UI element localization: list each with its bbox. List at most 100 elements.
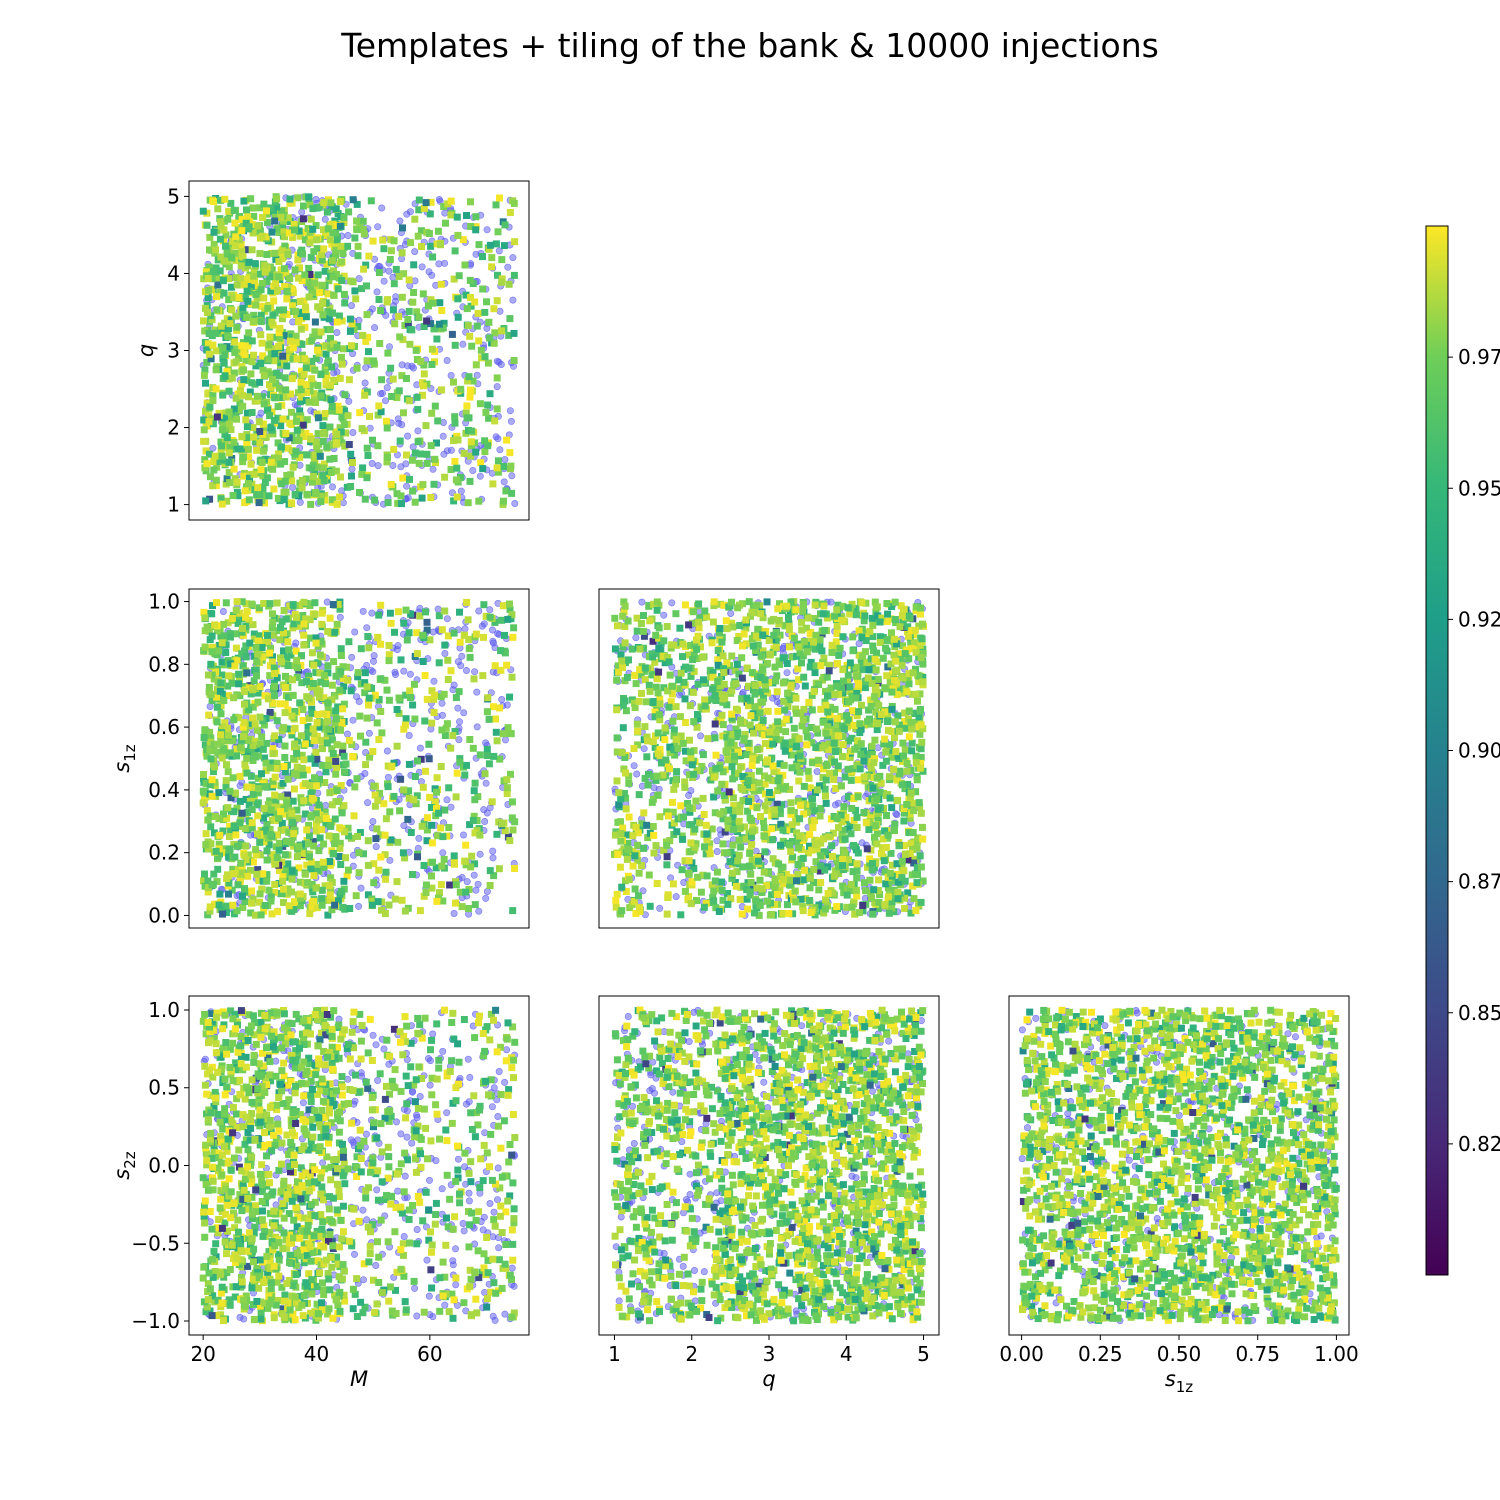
template-point (625, 813, 633, 821)
injection-point (402, 460, 410, 468)
template-point (669, 880, 677, 888)
template-point (302, 734, 310, 742)
injection-point (389, 461, 397, 469)
template-point (203, 358, 211, 366)
template-point (242, 842, 250, 850)
template-point (389, 306, 397, 314)
template-point (257, 331, 265, 339)
template-point (339, 903, 347, 911)
injection-point (489, 847, 497, 855)
template-point (772, 637, 780, 645)
template-point (218, 754, 226, 762)
injection-point (783, 669, 791, 677)
template-point (200, 608, 208, 616)
template-point (503, 661, 511, 669)
template-point (423, 317, 431, 325)
template-point (201, 627, 209, 635)
template-point (241, 487, 249, 495)
template-point (808, 739, 816, 747)
template-point (868, 614, 876, 622)
template-point (417, 227, 425, 235)
template-point (338, 718, 346, 726)
template-point (297, 325, 305, 333)
template-point (324, 308, 332, 316)
template-point (233, 415, 240, 423)
template-point (437, 881, 445, 889)
template-point (224, 619, 232, 627)
template-point (267, 806, 275, 814)
template-point (288, 500, 296, 508)
template-point (327, 221, 335, 229)
injection-point (389, 273, 397, 281)
template-point (348, 472, 355, 480)
template-point (242, 856, 250, 864)
template-point (229, 865, 237, 873)
y-tick-label: 0.0 (148, 903, 180, 927)
template-point (250, 311, 258, 319)
template-point (452, 476, 460, 484)
template-point (747, 612, 754, 620)
template-point (295, 437, 303, 444)
template-point (498, 327, 505, 335)
template-point (709, 893, 717, 901)
template-point (361, 679, 369, 687)
template-point (458, 903, 466, 911)
template-point (278, 207, 286, 215)
template-point (485, 414, 493, 422)
injection-point (494, 435, 502, 443)
template-point (435, 612, 443, 620)
template-point (466, 276, 474, 284)
template-point (297, 894, 304, 902)
template-point (283, 889, 291, 897)
template-point (419, 631, 427, 639)
template-point (363, 683, 371, 691)
template-point (256, 378, 264, 386)
template-point (660, 846, 668, 854)
template-point (355, 869, 363, 877)
template-point (506, 837, 514, 845)
template-point (735, 670, 743, 678)
template-point (231, 249, 239, 257)
template-point (202, 268, 210, 276)
template-point (429, 858, 436, 866)
template-point (209, 341, 217, 349)
template-point (219, 456, 227, 464)
template-point (242, 613, 249, 621)
template-point (324, 627, 332, 635)
template-point (326, 896, 334, 904)
template-point (483, 752, 491, 760)
injection-point (632, 634, 640, 642)
template-point (681, 778, 689, 786)
template-point (622, 805, 630, 813)
template-point (434, 417, 442, 425)
template-point (447, 197, 455, 205)
template-point (326, 423, 334, 431)
template-point (240, 197, 248, 205)
template-point (253, 801, 261, 809)
template-point (715, 690, 723, 698)
template-point (204, 816, 212, 824)
template-point (470, 812, 478, 820)
template-point (846, 754, 854, 761)
injection-point (640, 745, 648, 753)
template-point (423, 814, 431, 822)
template-point (661, 659, 669, 667)
template-point (634, 857, 642, 865)
template-point (312, 451, 320, 459)
template-point (503, 790, 511, 797)
template-point (344, 824, 352, 832)
template-point (358, 285, 365, 293)
template-point (815, 886, 823, 894)
template-point (460, 449, 468, 457)
template-point (291, 226, 298, 234)
template-point (259, 653, 267, 661)
template-point (281, 374, 289, 382)
template-point (293, 656, 301, 664)
template-point (287, 727, 295, 735)
template-point (389, 375, 397, 383)
template-point (412, 800, 420, 808)
template-point (332, 753, 340, 761)
template-point (401, 854, 409, 862)
template-point (244, 276, 252, 283)
template-point (339, 749, 347, 757)
